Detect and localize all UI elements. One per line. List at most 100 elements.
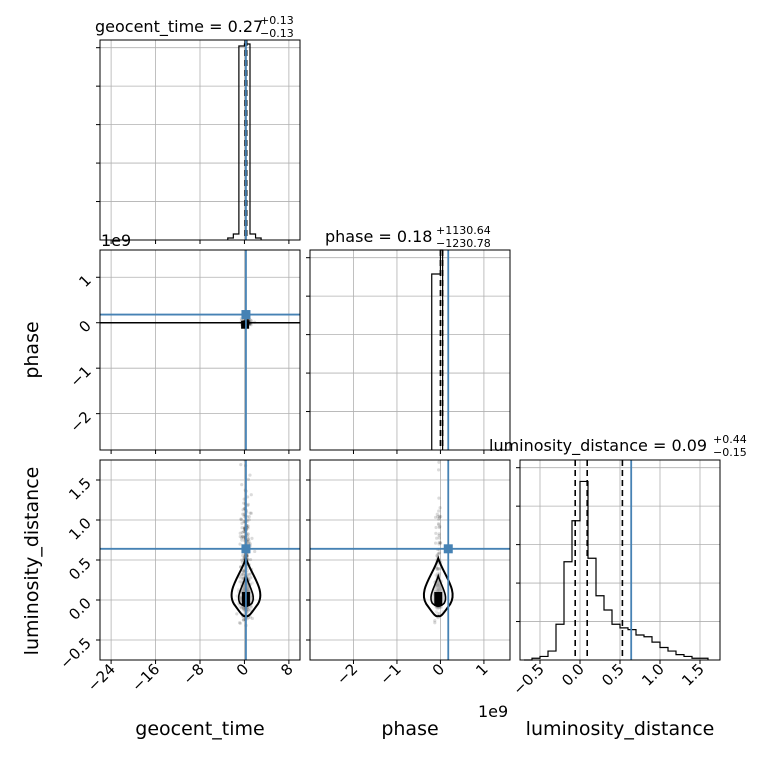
sample-point xyxy=(433,621,437,625)
sample-point xyxy=(437,532,441,536)
sample-point xyxy=(240,538,244,542)
scatter-group xyxy=(422,460,454,625)
sample-point xyxy=(249,605,254,609)
x-axis-label-geocent-time: geocent_time xyxy=(135,718,264,740)
sample-point xyxy=(437,514,441,518)
sample-point xyxy=(241,512,245,516)
sample-point xyxy=(437,551,442,555)
sample-point xyxy=(248,572,252,576)
sample-point xyxy=(246,572,251,576)
x-tick-label: −0.5 xyxy=(509,660,547,698)
sample-point xyxy=(436,468,441,472)
sample-point xyxy=(437,496,441,500)
sample-point xyxy=(247,518,251,522)
sample-point xyxy=(242,569,246,573)
sample-point xyxy=(437,525,441,530)
sample-point xyxy=(246,608,251,612)
sample-point xyxy=(436,562,440,566)
sample-point xyxy=(433,619,437,623)
sample-point xyxy=(242,607,246,611)
sample-point xyxy=(246,477,250,481)
sample-point xyxy=(438,506,442,510)
y-tick-label: 0.5 xyxy=(65,554,95,584)
sample-point xyxy=(246,503,250,508)
sample-point xyxy=(242,607,246,612)
sample-point xyxy=(246,608,251,612)
sample-point xyxy=(239,606,243,610)
sample-point xyxy=(435,566,439,570)
sample-point xyxy=(240,536,244,540)
sample-point xyxy=(439,514,443,519)
sample-point xyxy=(241,508,245,512)
title-luminosity-distance-minus: −0.15 xyxy=(713,446,747,459)
sample-point xyxy=(434,610,438,614)
y-tick-label: −0.5 xyxy=(56,634,94,672)
x-tick-label: −2 xyxy=(333,660,361,688)
sample-point xyxy=(242,520,246,524)
sample-point xyxy=(241,572,245,577)
x-tick-label: 0 xyxy=(233,660,252,679)
sample-point xyxy=(246,535,250,539)
sample-point xyxy=(242,536,246,540)
sample-point xyxy=(247,539,251,543)
sample-point xyxy=(241,534,245,539)
density-core xyxy=(434,592,443,606)
sample-point xyxy=(241,575,245,580)
sample-point xyxy=(241,569,245,573)
y-tick-label: −1 xyxy=(66,362,94,390)
sample-point xyxy=(240,572,244,577)
sample-point xyxy=(247,573,252,577)
sample-point xyxy=(240,558,244,562)
sample-point xyxy=(437,516,442,520)
x-axis-label-phase: phase xyxy=(381,718,438,740)
sample-point xyxy=(246,532,251,536)
sample-point xyxy=(437,567,442,571)
x-tick-label: −16 xyxy=(128,660,163,695)
x-tick-label: 1.5 xyxy=(678,660,708,690)
title-luminosity-distance: luminosity_distance = 0.09 xyxy=(489,436,707,456)
sample-point xyxy=(436,514,440,519)
sample-point xyxy=(238,575,242,579)
sample-point xyxy=(439,605,443,610)
sample-point xyxy=(242,569,246,573)
x-tick-label: 8 xyxy=(277,660,296,679)
y-tick-label: 1.0 xyxy=(65,514,95,544)
sample-point xyxy=(250,581,254,585)
sample-point xyxy=(246,526,250,530)
sample-point xyxy=(438,525,442,529)
sample-point xyxy=(240,482,244,487)
sample-point xyxy=(436,522,441,526)
sample-point xyxy=(246,524,250,528)
sample-point xyxy=(240,526,244,530)
x-tick-label: 0 xyxy=(429,660,448,679)
sample-point xyxy=(436,607,440,611)
sample-point xyxy=(238,576,242,580)
y-axis-label-phase: phase xyxy=(21,321,43,378)
sample-point xyxy=(436,568,440,572)
sample-point xyxy=(237,621,242,625)
sample-point xyxy=(437,534,441,538)
sample-point xyxy=(436,567,440,571)
sample-point xyxy=(235,612,239,616)
title-geocent-time-minus: −0.13 xyxy=(260,27,294,40)
sample-point xyxy=(250,616,254,621)
sample-point xyxy=(248,511,252,515)
sample-point xyxy=(247,515,251,519)
sample-point xyxy=(438,541,442,545)
sample-point xyxy=(238,531,242,535)
sample-point xyxy=(435,512,439,516)
sample-point xyxy=(435,566,439,570)
title-phase: phase = 0.18 xyxy=(325,227,432,246)
sample-point xyxy=(240,576,244,581)
x-tick-label: 1 xyxy=(472,660,491,679)
sample-point xyxy=(238,604,242,609)
x-tick-label: −1 xyxy=(376,660,404,688)
offset-label-phase: 1e9 xyxy=(478,702,508,721)
sample-point xyxy=(253,549,257,554)
x-tick-label: 1.0 xyxy=(638,660,668,690)
y-tick-label: 0.0 xyxy=(65,594,95,624)
sample-point xyxy=(437,542,441,546)
title-luminosity-distance-plus: +0.44 xyxy=(713,433,747,446)
sample-point xyxy=(242,512,246,516)
